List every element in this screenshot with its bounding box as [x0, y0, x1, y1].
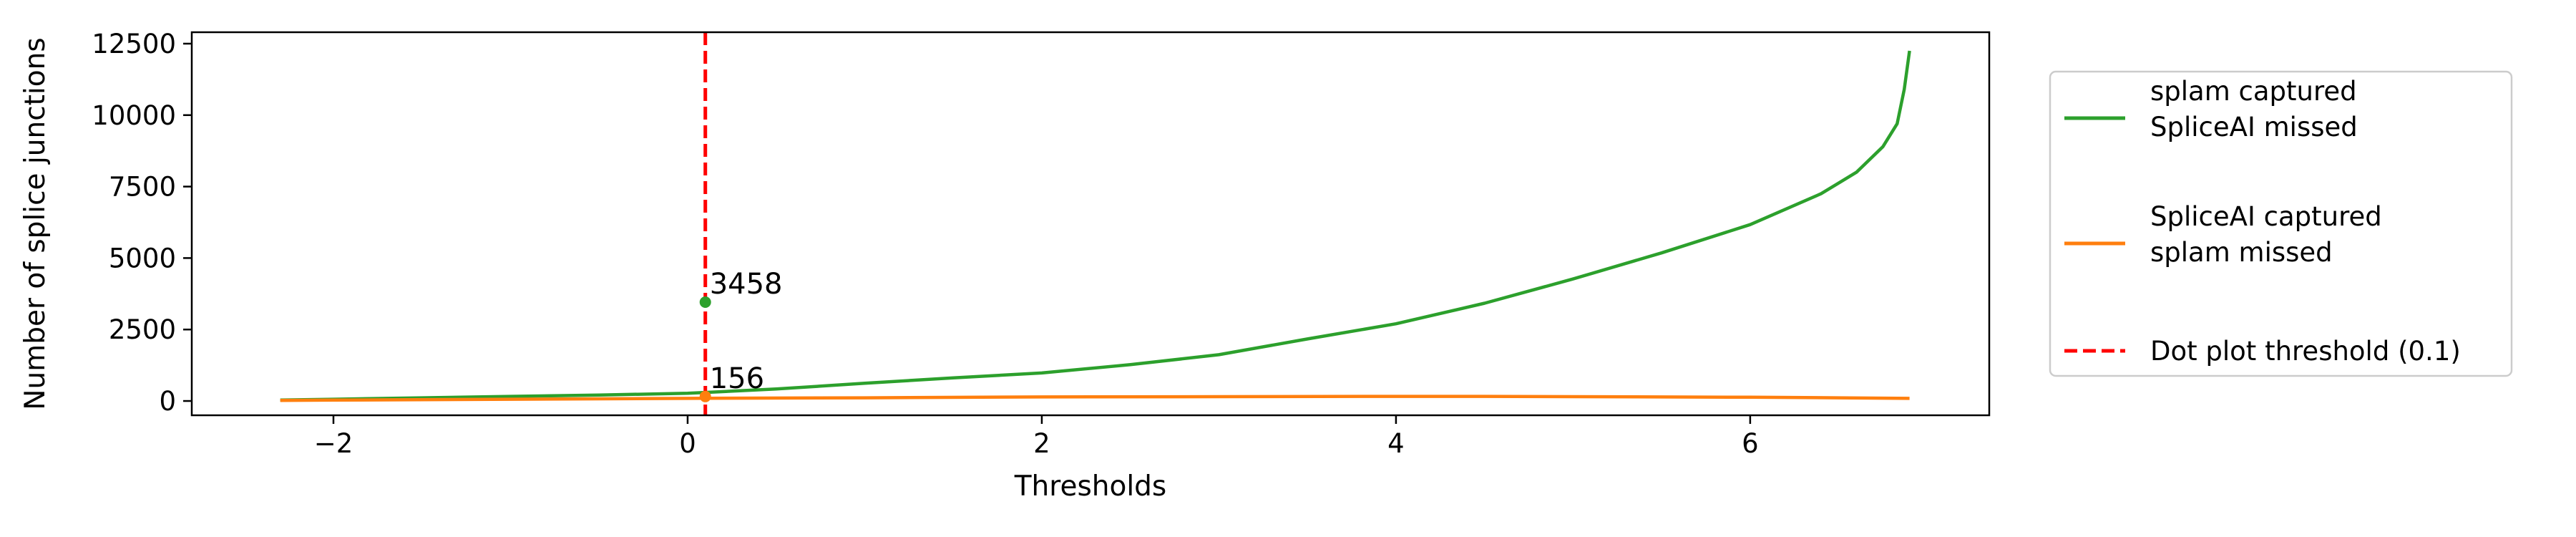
- legend-label-line: Dot plot threshold (0.1): [2150, 336, 2461, 367]
- legend-box: [2049, 70, 2513, 377]
- annotation-label-0: 3458: [710, 268, 783, 301]
- x-tick-label-2: 2: [1033, 428, 1050, 459]
- axes: −2 0 2 4 6 0 2500 5000 7500 10000 12500 Thresholds N…: [19, 29, 1991, 503]
- legend-label-1: SpliceAI captured splam missed: [2150, 201, 2382, 268]
- x-tick-label-0: −2: [314, 428, 353, 459]
- x-tick-label-1: 0: [679, 428, 696, 459]
- plot-frame: [190, 31, 1991, 417]
- y-tick-label-4: 10000: [92, 100, 176, 131]
- y-tick-label-3: 7500: [109, 172, 176, 203]
- y-tick-label-2: 5000: [109, 243, 176, 274]
- x-tick-label-3: 4: [1387, 428, 1405, 459]
- legend-label-0: splam captured SpliceAI missed: [2150, 76, 2358, 142]
- x-axis-label: Thresholds: [1014, 470, 1167, 503]
- annotation-marker-1: [699, 390, 711, 402]
- annotation-label-1: 156: [710, 362, 764, 395]
- series-line-1: [280, 395, 1910, 402]
- y-axis-label: Number of splice junctions: [19, 37, 52, 410]
- legend-label-2: Dot plot threshold (0.1): [2150, 336, 2461, 367]
- legend-label-line: splam missed: [2150, 237, 2333, 268]
- x-tick-label-4: 6: [1742, 428, 1759, 459]
- plot-area: 3458 156: [280, 32, 1911, 415]
- annotation-marker-0: [699, 296, 711, 308]
- y-tick-label-1: 2500: [109, 314, 176, 345]
- legend-label-line: SpliceAI captured: [2150, 201, 2382, 232]
- y-tick-label-0: 0: [159, 386, 176, 417]
- legend-label-line: SpliceAI missed: [2150, 112, 2358, 142]
- legend: splam captured SpliceAI missed SpliceAI ca…: [2049, 70, 2513, 377]
- y-tick-label-5: 12500: [92, 29, 176, 59]
- series-line-0: [280, 50, 1911, 402]
- legend-label-line: splam captured: [2150, 76, 2357, 107]
